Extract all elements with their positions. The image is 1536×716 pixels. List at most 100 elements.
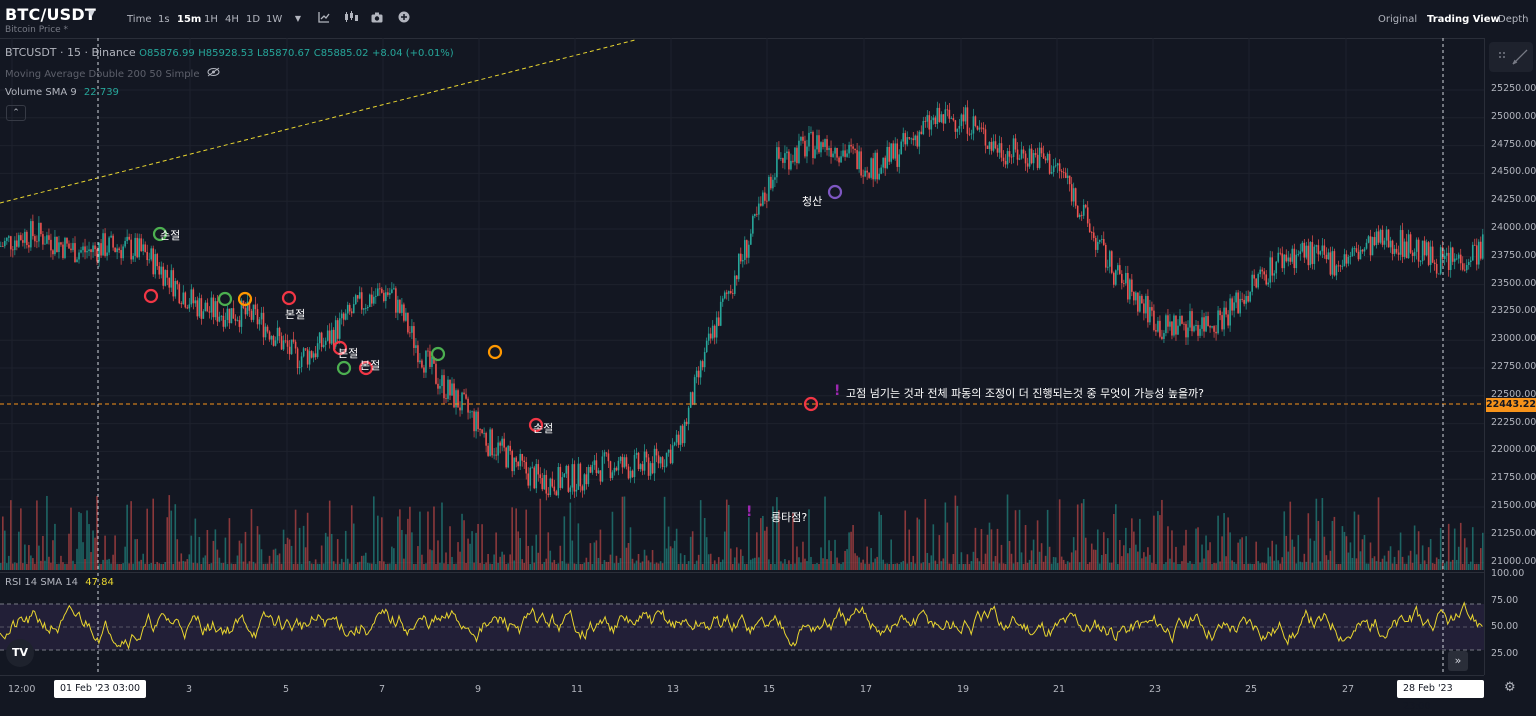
candle-body: [92, 245, 94, 253]
timeframe-15m[interactable]: 15m: [177, 14, 202, 25]
gear-icon[interactable]: ⚙: [1504, 680, 1516, 695]
ma-legend[interactable]: Moving Average Double 200 50 Simple: [5, 67, 220, 80]
volume-bar: [362, 555, 365, 570]
indicator-icon[interactable]: [316, 11, 332, 27]
volume-bar: [1119, 540, 1121, 570]
rsi-chart[interactable]: [0, 573, 1484, 676]
candle-body: [597, 470, 600, 474]
timeframe-dropdown-icon[interactable]: ▼: [294, 14, 302, 23]
drawing-tools-button[interactable]: [1489, 42, 1533, 72]
volume-bar: [798, 557, 800, 570]
time-axis[interactable]: 12:00 3 5 7 9 11 13 15 17 19 21 23 25 27 01 Feb '23 0…: [0, 675, 1484, 712]
candle-body: [960, 114, 963, 126]
add-icon[interactable]: [396, 11, 412, 27]
scroll-to-realtime-icon[interactable]: »: [1448, 651, 1468, 671]
price-axis[interactable]: 25250.00 25000.00 24750.00 24500.00 24250.00…: [1484, 38, 1536, 675]
volume-bar: [1167, 526, 1169, 570]
candlestick-chart[interactable]: [0, 38, 1484, 570]
volume-bar: [934, 560, 937, 570]
candle-body: [110, 235, 112, 238]
candle-body: [1357, 251, 1360, 260]
candle-body: [629, 470, 632, 479]
volume-bar: [645, 555, 648, 570]
candle-body: [1096, 241, 1099, 250]
timeframe-1w[interactable]: 1W: [266, 14, 283, 25]
view-tab-depth[interactable]: Depth: [1498, 14, 1529, 25]
candle-body: [1391, 240, 1394, 254]
candle-body: [1189, 311, 1191, 328]
volume-bar: [302, 525, 305, 570]
candle-body: [1070, 184, 1073, 202]
trade-marker-icon[interactable]: [332, 340, 348, 356]
rsi-line: [0, 601, 1483, 650]
trade-marker-icon[interactable]: [143, 288, 159, 304]
volume-bar: [356, 562, 359, 570]
volume-bar: [619, 558, 622, 570]
candle-body: [401, 304, 403, 313]
candle-body: [974, 116, 977, 127]
volume-bar: [497, 562, 499, 570]
candle-body: [820, 142, 822, 153]
candle-body: [431, 356, 433, 367]
timeframe-4h[interactable]: 4H: [225, 14, 239, 25]
candle-body: [1363, 248, 1366, 252]
collapse-legend-button[interactable]: ⌃: [6, 105, 26, 121]
trade-marker-icon[interactable]: [281, 290, 297, 306]
trade-marker-icon[interactable]: [803, 396, 819, 412]
chevron-down-icon[interactable]: ▼: [88, 9, 95, 19]
candle-body: [535, 464, 538, 489]
candle-body: [1110, 251, 1113, 273]
candle-body: [1421, 240, 1424, 262]
candle-body: [32, 221, 34, 237]
volume-bar: [587, 562, 590, 570]
volume-bar: [1129, 548, 1131, 570]
volume-bar: [1137, 551, 1139, 570]
view-tab-original[interactable]: Original: [1378, 14, 1418, 25]
trade-marker-icon[interactable]: [358, 360, 374, 376]
volume-bar: [870, 548, 872, 570]
tradingview-logo-icon[interactable]: TV: [6, 639, 34, 667]
symbol-selector[interactable]: BTC/USDT: [5, 5, 97, 24]
volume-bar: [88, 524, 90, 570]
candle-body: [744, 240, 746, 260]
trade-marker-icon[interactable]: [336, 360, 352, 376]
timeframe-time[interactable]: Time: [127, 14, 152, 25]
volume-bar: [882, 559, 884, 570]
volume-bar: [1201, 544, 1203, 570]
volume-bar: [140, 559, 142, 570]
candle-body: [1171, 321, 1173, 336]
candle-body: [1257, 274, 1259, 288]
volume-bar: [657, 563, 660, 570]
rsi-panel[interactable]: RSI 14 SMA 14 47.84: [0, 572, 1484, 676]
view-tab-trading-view[interactable]: Trading View: [1427, 14, 1500, 25]
candle-body: [573, 464, 576, 492]
candle-body: [842, 150, 844, 157]
volume-bar: [806, 561, 808, 570]
candle-type-icon[interactable]: [343, 11, 359, 27]
timeframe-1d[interactable]: 1D: [246, 14, 261, 25]
trend-line[interactable]: [0, 39, 636, 204]
trade-marker-icon[interactable]: [487, 344, 503, 360]
trade-marker-icon[interactable]: [528, 417, 544, 433]
volume-label: Volume SMA 9: [5, 87, 77, 98]
candle-body: [366, 306, 369, 309]
time-tick-label: 15: [763, 684, 776, 695]
eye-hidden-icon[interactable]: [207, 67, 220, 80]
candle-body: [687, 407, 690, 425]
trade-marker-icon[interactable]: [827, 184, 843, 200]
trade-marker-icon[interactable]: [217, 291, 233, 307]
timeframe-1h[interactable]: 1H: [204, 14, 218, 25]
trade-marker-icon[interactable]: [152, 226, 168, 242]
trade-marker-icon[interactable]: [237, 291, 253, 307]
candle-body: [2, 245, 4, 247]
volume-bar: [280, 563, 283, 570]
volume-bar: [1209, 542, 1211, 570]
candle-body: [34, 236, 36, 242]
volume-bar: [924, 499, 927, 570]
candle-body: [1052, 166, 1055, 172]
trade-marker-icon[interactable]: [430, 346, 446, 362]
camera-icon[interactable]: [369, 11, 385, 27]
candle-body: [1387, 229, 1390, 248]
price-chart[interactable]: BTCUSDT · 15 · Binance O85876.99 H85928.…: [0, 38, 1484, 570]
timeframe-1s[interactable]: 1s: [158, 14, 170, 25]
